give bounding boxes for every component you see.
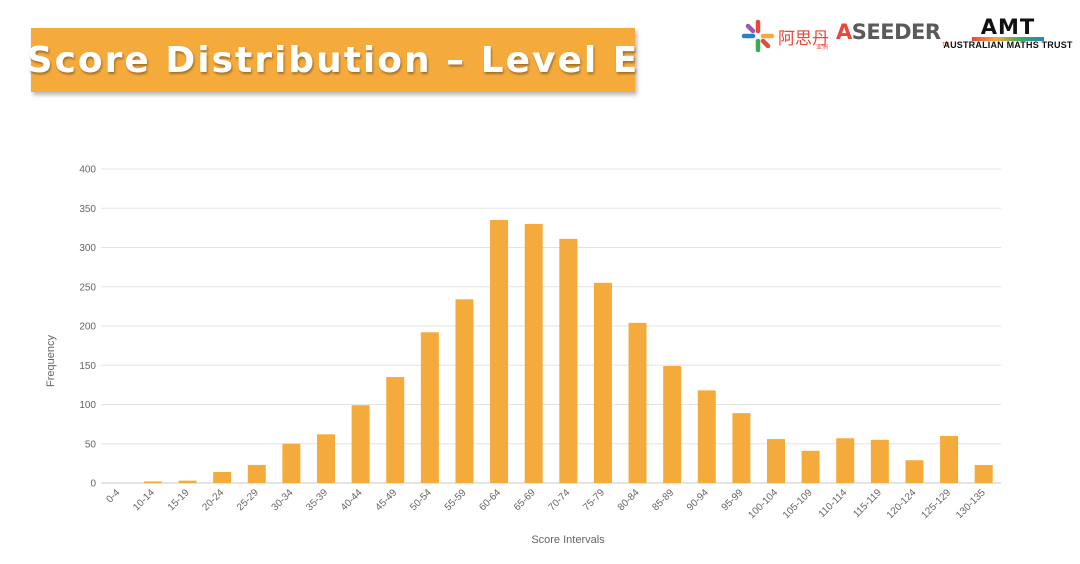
x-tick-label: 80-84 <box>616 487 642 513</box>
x-tick-label: 50-54 <box>408 487 434 513</box>
y-tick-label: 400 <box>79 165 96 176</box>
bar-55-59 <box>455 299 474 483</box>
bar-130-135 <box>974 464 993 483</box>
bar-30-34 <box>282 443 301 483</box>
x-tick-label: 55-59 <box>443 487 469 513</box>
asi-logo: 阿思丹 亚洲 <box>740 18 832 54</box>
x-tick-label: 70-74 <box>547 487 573 513</box>
bar-90-94 <box>697 390 716 483</box>
x-tick-label: 0-4 <box>104 487 122 505</box>
aseeder-tm: TM <box>942 42 949 48</box>
asi-star-icon <box>741 19 775 53</box>
x-tick-label: 35-39 <box>304 487 330 513</box>
x-tick-label: 10-14 <box>131 487 157 513</box>
bar-50-54 <box>420 332 439 483</box>
bar-25-29 <box>247 464 266 483</box>
bar-75-79 <box>593 282 612 483</box>
y-tick-label: 200 <box>79 322 96 333</box>
x-tick-label: 45-49 <box>373 487 399 513</box>
bar-85-89 <box>663 366 682 483</box>
bar-45-49 <box>386 377 405 483</box>
amt-mark: AMT <box>980 15 1036 39</box>
aseeder-logo: ASEEDER TM <box>836 20 949 48</box>
asi-name: 阿思丹 <box>778 29 829 49</box>
x-tick-label: 65-69 <box>512 487 538 513</box>
y-tick-label: 0 <box>90 479 96 490</box>
bar-40-44 <box>351 405 370 483</box>
bar-65-69 <box>524 223 543 483</box>
amt-logo: AMT AUSTRALIAN MATHS TRUST <box>942 16 1074 52</box>
y-tick-label: 150 <box>79 361 96 372</box>
x-axis-tick-labels: 0-4 10-14 15-19 20-24 25-29 30-34 35-39 40-44 45… <box>104 487 988 521</box>
amt-name: AUSTRALIAN MATHS TRUST <box>943 40 1073 50</box>
x-tick-label: 75-79 <box>581 487 607 513</box>
y-tick-label: 250 <box>79 282 96 293</box>
x-tick-label: 25-29 <box>235 487 261 513</box>
x-tick-label: 85-89 <box>650 487 676 513</box>
bar-80-84 <box>628 322 647 483</box>
x-tick-label: 115-119 <box>851 487 884 520</box>
x-tick-label: 95-99 <box>720 487 746 513</box>
title-banner: Score Distribution – Level E <box>27 28 637 92</box>
x-tick-label: 105-109 <box>781 487 815 521</box>
x-tick-label: 120-124 <box>885 487 919 521</box>
bar-35-39 <box>317 434 335 483</box>
y-tick-label: 50 <box>85 439 97 450</box>
bar-60-64 <box>490 220 509 483</box>
page-title: Score Distribution – Level E <box>26 39 640 81</box>
x-tick-label: 110-114 <box>817 487 850 520</box>
x-tick-label: 15-19 <box>166 487 192 513</box>
bar-20-24 <box>213 472 232 483</box>
bar-110-114 <box>836 438 855 483</box>
y-axis-tick-labels: 0 50 100 150 200 250 300 350 400 <box>79 165 96 490</box>
x-tick-label: 125-129 <box>919 487 953 521</box>
bar-70-74 <box>559 238 578 483</box>
y-tick-label: 350 <box>79 204 96 215</box>
x-tick-label: 40-44 <box>339 487 365 513</box>
bar-95-99 <box>732 413 751 483</box>
bar-series <box>143 220 993 483</box>
x-tick-label: 90-94 <box>685 487 711 513</box>
bar-15-19 <box>178 480 197 483</box>
aseeder-logo-a: A <box>836 20 852 44</box>
bar-125-129 <box>940 435 959 483</box>
x-tick-label: 30-34 <box>270 487 296 513</box>
x-axis-title: Score Intervals <box>531 534 605 546</box>
bar-100-104 <box>767 439 785 483</box>
y-tick-label: 300 <box>79 243 96 254</box>
bar-105-109 <box>801 450 820 483</box>
y-axis-title: Frequency <box>45 335 57 387</box>
bar-10-14 <box>143 481 162 483</box>
bar-120-124 <box>905 460 924 483</box>
x-tick-label: 20-24 <box>200 487 226 513</box>
amt-color-bar <box>972 37 1044 41</box>
asi-subtext: 亚洲 <box>816 45 829 51</box>
gridlines <box>101 168 1001 484</box>
aseeder-logo-text: SEEDER <box>851 20 941 44</box>
x-tick-label: 130-135 <box>954 487 988 521</box>
logo-group: 阿思丹 亚洲 ASEEDER TM AMT AUSTRALIAN MATHS T… <box>740 16 1075 56</box>
x-tick-label: 100-104 <box>746 487 780 521</box>
bar-115-119 <box>870 439 889 483</box>
y-tick-label: 100 <box>79 400 96 411</box>
x-tick-label: 60-64 <box>477 487 503 513</box>
